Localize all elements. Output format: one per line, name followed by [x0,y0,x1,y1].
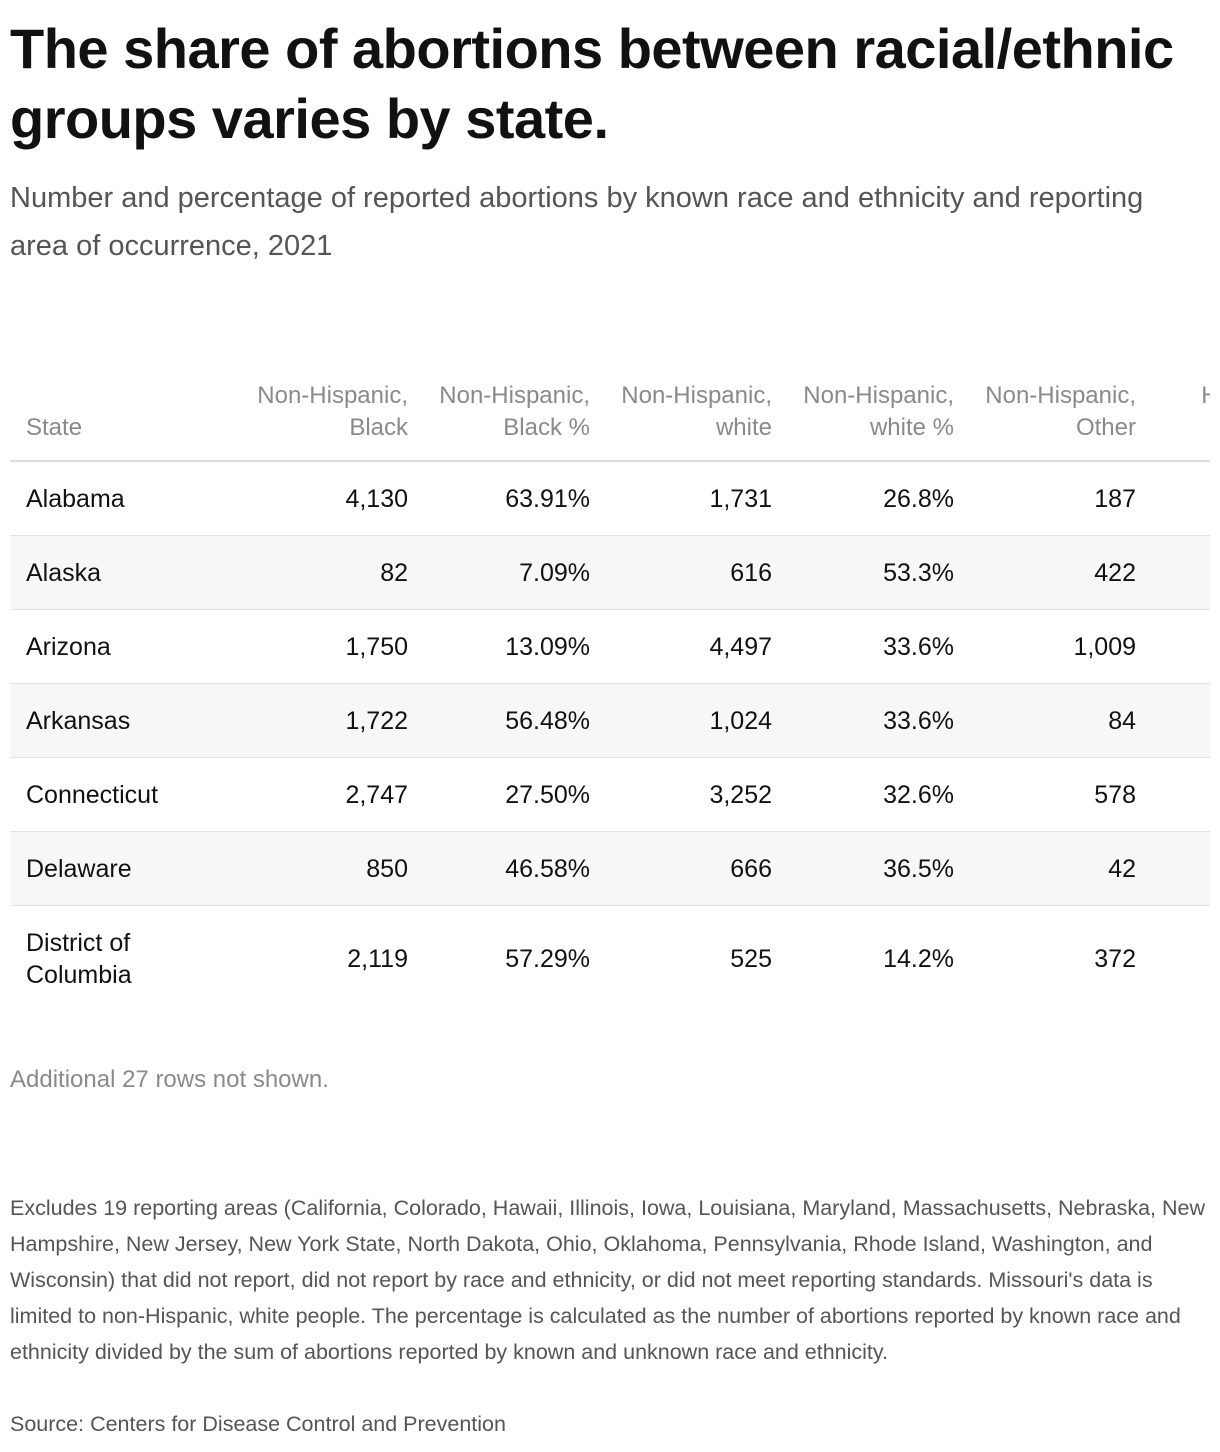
value-cell: 26.8% [772,461,954,536]
value-cell: 2 [1136,683,1210,758]
table-row: District of Columbia 2,119 57.29% 525 14.2% 3… [10,906,1210,1013]
chart-subtitle: Number and percentage of reported aborti… [10,182,1144,262]
value-cell: 4,130 [226,461,408,536]
value-cell: 13.09% [408,609,590,684]
state-cell: Connecticut [10,757,226,832]
column-header: Non-Hispanic, Black % [408,380,590,462]
value-cell: 1,722 [226,683,408,758]
column-header: Non-Hispanic, white % [772,380,954,462]
value-cell: 46.58% [408,831,590,906]
value-cell: 27.50% [408,757,590,832]
value-cell: 1,731 [590,461,772,536]
data-table: State Non-Hispanic, Black Non-Hispanic, Bl… [10,380,1210,1012]
value-cell: 82 [226,535,408,610]
value-cell: 850 [226,831,408,906]
value-cell: 187 [954,461,1136,536]
data-table-container[interactable]: State Non-Hispanic, Black Non-Hispanic, Bl… [10,380,1210,1012]
value-cell: 42 [954,831,1136,906]
value-cell: 1,750 [226,609,408,684]
value-cell: 36 [1136,535,1210,610]
value-cell: 7.09% [408,535,590,610]
value-cell: 36.5% [772,831,954,906]
value-cell: 53.3% [772,535,954,610]
state-cell: Delaware [10,831,226,906]
value-cell: 2 [1136,461,1210,536]
header-row: State Non-Hispanic, Black Non-Hispanic, Bl… [10,380,1210,462]
table-header: State Non-Hispanic, Black Non-Hispanic, Bl… [10,380,1210,462]
value-cell: 3,252 [590,757,772,832]
column-header: Non-Hispanic, Other [954,380,1136,462]
value-cell: 616 [590,535,772,610]
value-cell: 33.6% [772,683,954,758]
state-cell: District of Columbia [26,929,132,989]
value-cell: 4,497 [590,609,772,684]
value-cell: 14.2% [883,945,954,973]
value-cell: 7 [1136,609,1210,684]
state-cell: Arkansas [10,683,226,758]
value-cell: 422 [954,535,1136,610]
value-cell: 63.91% [408,461,590,536]
column-header: Hispanic, Other [1136,380,1210,462]
state-cell: Alabama [10,461,226,536]
value-cell: 2,747 [226,757,408,832]
value-cell: 84 [954,683,1136,758]
value-cell: 57.29% [505,945,590,973]
value-cell: 1,024 [590,683,772,758]
column-header: Non-Hispanic, white [590,380,772,462]
source-line: Source: Centers for Disease Control and … [10,1412,506,1436]
value-cell: 2,119 [347,945,408,973]
column-header: Non-Hispanic, Black [226,380,408,462]
value-cell: 2 [1136,831,1210,906]
value-cell: 666 [590,831,772,906]
table-body: Alabama4,13063.91%1,73126.8%1872Alaska82… [10,461,1210,1012]
value-cell: 56.48% [408,683,590,758]
value-cell: 372 [1094,945,1136,973]
footnote: Excludes 19 reporting areas (California,… [10,1196,1206,1364]
value-cell: 10 [1136,906,1210,1013]
value-cell: 525 [730,945,772,973]
value-cell: 578 [954,757,1136,832]
value-cell: 1,009 [954,609,1136,684]
column-header: State [10,380,226,462]
state-cell: Arizona [10,609,226,684]
chart-title: The share of abortions between racial/et… [10,17,1174,150]
value-cell: 32.6% [772,757,954,832]
state-cell: Alaska [10,535,226,610]
value-cell: 33.6% [772,609,954,684]
value-cell: 5 [1136,757,1210,832]
rows-not-shown-note: Additional 27 rows not shown. [10,1066,329,1093]
